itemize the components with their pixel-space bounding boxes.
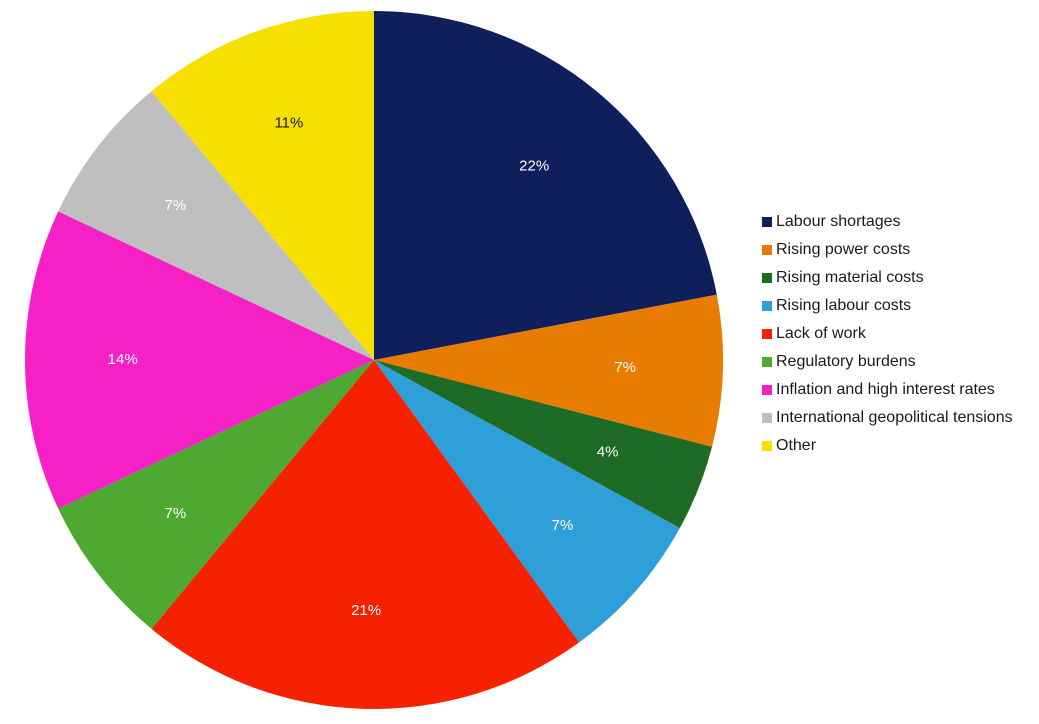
pie-slices: [25, 11, 724, 710]
slice-value-label: 7%: [165, 505, 187, 522]
legend-swatch: [762, 413, 772, 423]
slice-value-label: 21%: [351, 602, 381, 619]
legend-item: Inflation and high interest rates: [762, 376, 1013, 404]
legend-item: Regulatory burdens: [762, 348, 1013, 376]
legend-label: Lack of work: [776, 325, 866, 342]
legend-label: Inflation and high interest rates: [776, 381, 995, 398]
legend-item: Lack of work: [762, 320, 1013, 348]
legend-item: International geopolitical tensions: [762, 404, 1013, 432]
legend-label: Other: [776, 437, 817, 454]
pie-slice-other: [151, 11, 374, 360]
pie-slice-rising-labour-costs: [374, 360, 680, 643]
pie-slice-inflation-and-high-interest-rates: [25, 211, 375, 509]
slice-value-label: 11%: [274, 115, 303, 132]
legend-swatch: [762, 385, 772, 395]
pie-slice-labels: 22% 7% 4% 7% 21% 7% 14% 7% 11%: [108, 115, 636, 620]
legend-swatch: [762, 441, 772, 451]
legend-item: Other: [762, 432, 1013, 460]
legend-label: International geopolitical tensions: [776, 409, 1013, 426]
pie-slice-rising-material-costs: [374, 360, 713, 529]
legend-item: Rising labour costs: [762, 292, 1013, 320]
legend-swatch: [762, 273, 772, 283]
pie-slice-labour-shortages: [374, 11, 717, 360]
slice-value-label: 7%: [165, 197, 187, 214]
legend-swatch: [762, 301, 772, 311]
legend-item: Rising power costs: [762, 236, 1013, 264]
pie-slice-lack-of-work: [151, 360, 580, 710]
slice-value-label: 7%: [614, 359, 636, 376]
legend-item: Labour shortages: [762, 208, 1013, 236]
legend-label: Rising power costs: [776, 241, 911, 258]
slice-value-label: 14%: [108, 351, 138, 368]
legend-label: Regulatory burdens: [776, 353, 916, 370]
legend-swatch: [762, 329, 772, 339]
legend-item: Rising material costs: [762, 264, 1013, 292]
pie-slice-international-geopolitical-tensions: [58, 91, 374, 360]
legend-label: Labour shortages: [776, 213, 901, 230]
legend: Labour shortages Rising power costs Rising…: [762, 208, 1013, 460]
legend-swatch: [762, 217, 772, 227]
pie-slice-rising-power-costs: [374, 294, 724, 447]
legend-label: Rising labour costs: [776, 297, 912, 314]
legend-label: Rising material costs: [776, 269, 924, 286]
legend-swatch: [762, 245, 772, 255]
slice-value-label: 22%: [519, 157, 549, 174]
pie-slice-regulatory-burdens: [58, 360, 374, 629]
legend-swatch: [762, 357, 772, 367]
slice-value-label: 7%: [552, 517, 574, 534]
slice-value-label: 4%: [597, 443, 619, 460]
